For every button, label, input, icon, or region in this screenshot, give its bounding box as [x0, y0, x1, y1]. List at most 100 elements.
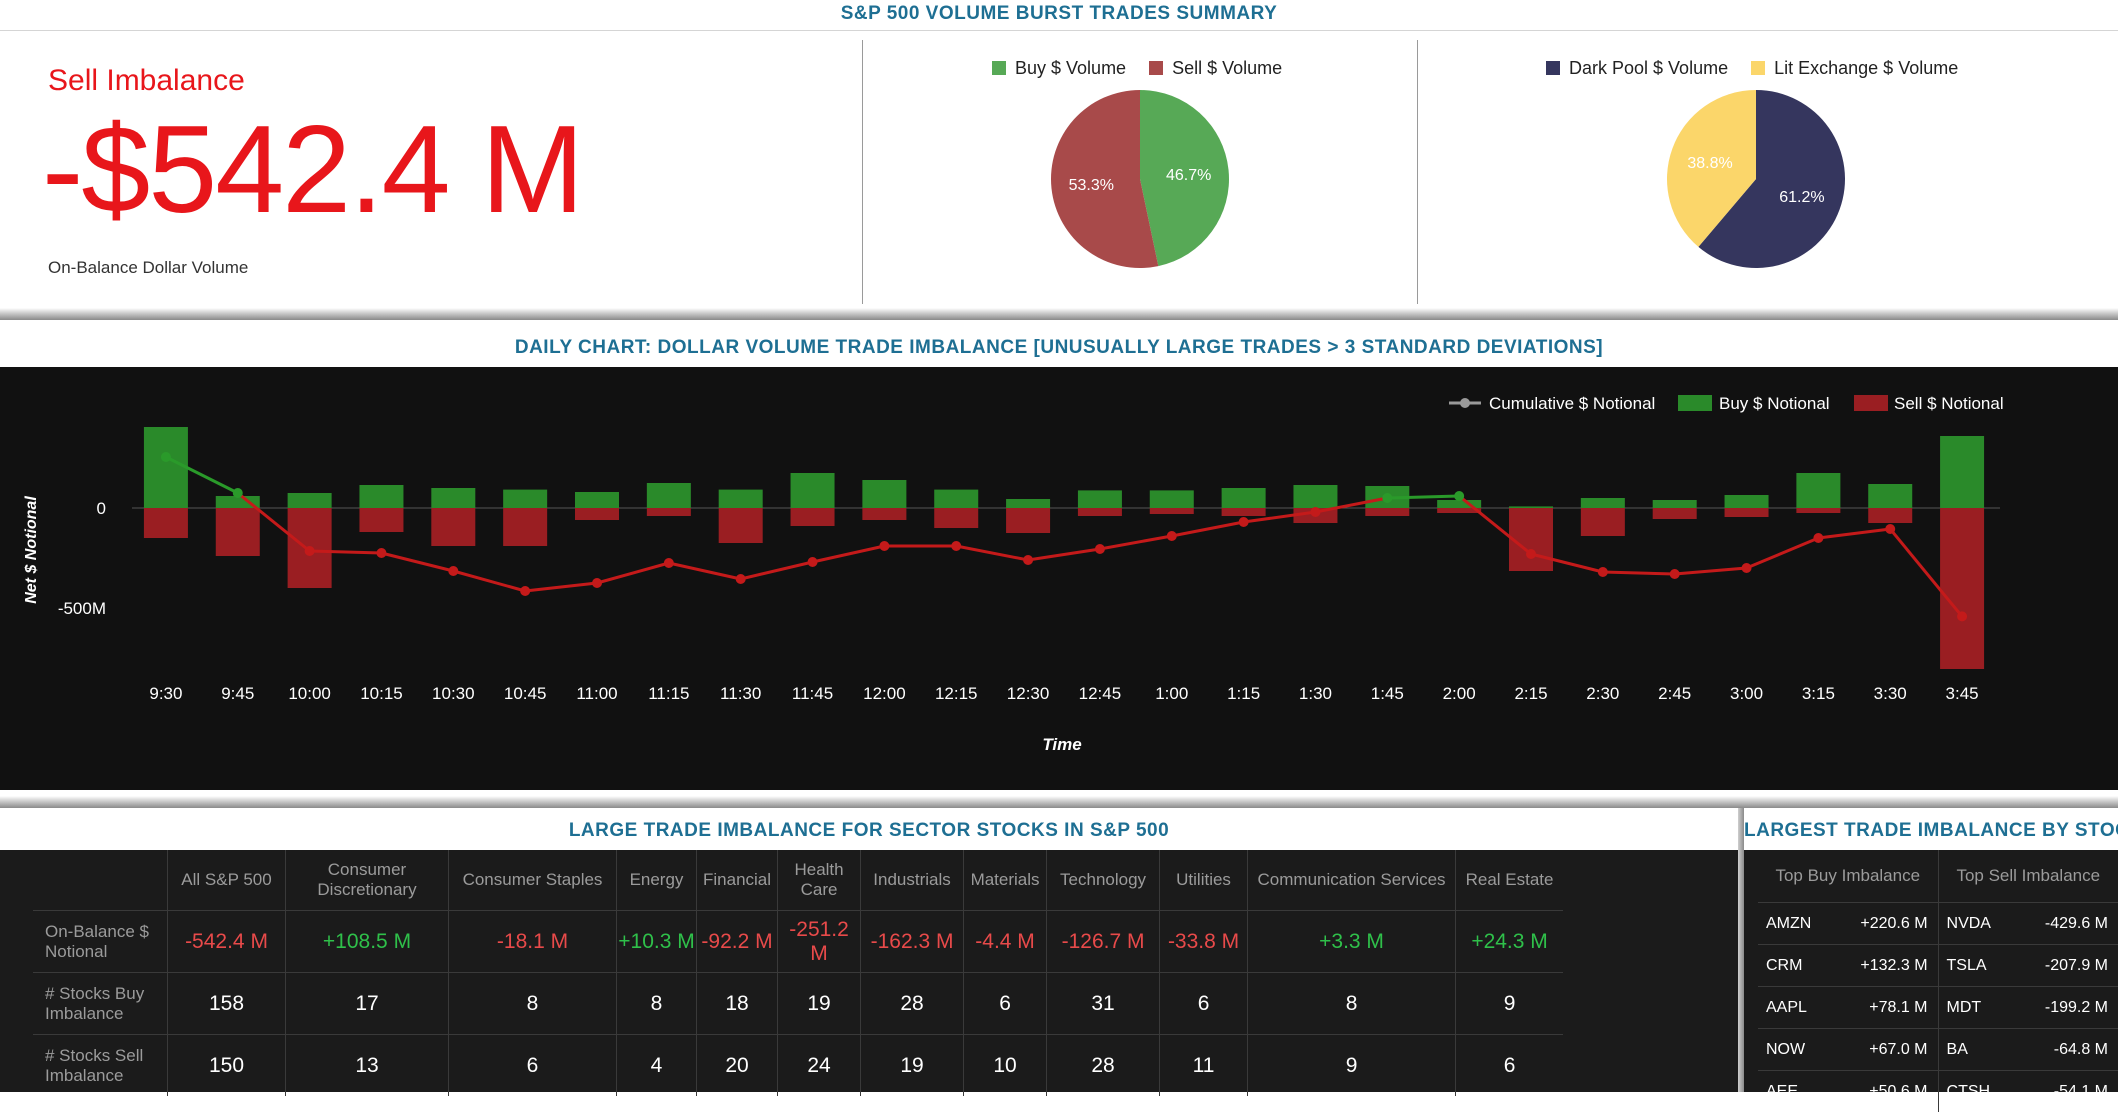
sell-bar[interactable] — [216, 508, 260, 556]
sell-bar[interactable] — [1222, 508, 1266, 516]
legend-item-dark-pool[interactable]: Dark Pool $ Volume — [1546, 58, 1728, 78]
cumulative-point[interactable] — [879, 541, 889, 551]
cumulative-point[interactable] — [1382, 493, 1392, 503]
sell-bar[interactable] — [503, 508, 547, 546]
sell-bar[interactable] — [1509, 508, 1553, 571]
imbalance-label: Sell Imbalance — [48, 64, 245, 98]
buy-bar[interactable] — [1509, 506, 1553, 508]
cumulative-point[interactable] — [1095, 544, 1105, 554]
buy-bar[interactable] — [1006, 499, 1050, 508]
buy-bar[interactable] — [144, 427, 188, 508]
legend-label: Sell $ Notional — [1894, 394, 2004, 413]
sell-bar[interactable] — [431, 508, 475, 546]
sell-bar[interactable] — [1078, 508, 1122, 516]
cumulative-line-segment — [381, 553, 453, 571]
table-cell: 8 — [449, 973, 617, 1035]
sell-bar[interactable] — [1940, 508, 1984, 669]
buy-value: +50.6 M — [1827, 1071, 1938, 1112]
cumulative-point[interactable] — [1454, 491, 1464, 501]
cumulative-point[interactable] — [1885, 524, 1895, 534]
buy-bar[interactable] — [288, 493, 332, 508]
buy-bar[interactable] — [431, 488, 475, 508]
cumulative-point[interactable] — [592, 578, 602, 588]
legend-item-sell[interactable]: Sell $ Volume — [1149, 58, 1282, 78]
sell-bar[interactable] — [647, 508, 691, 516]
table-cell: 6 — [449, 1035, 617, 1097]
cumulative-point[interactable] — [1310, 507, 1320, 517]
sell-bar[interactable] — [1150, 508, 1194, 514]
legend-item-cumulative[interactable]: Cumulative $ Notional — [1449, 394, 1655, 413]
sell-bar[interactable] — [1868, 508, 1912, 523]
sell-bar[interactable] — [1581, 508, 1625, 536]
cumulative-point[interactable] — [664, 558, 674, 568]
cumulative-point[interactable] — [736, 574, 746, 584]
legend-item-sell-notional[interactable]: Sell $ Notional — [1854, 394, 2004, 413]
cumulative-point[interactable] — [1742, 563, 1752, 573]
sell-bar[interactable] — [862, 508, 906, 520]
cumulative-point[interactable] — [1526, 549, 1536, 559]
cumulative-point[interactable] — [305, 546, 315, 556]
cumulative-point[interactable] — [1957, 611, 1967, 621]
x-tick-label: 2:45 — [1658, 684, 1691, 703]
buy-bar[interactable] — [1653, 500, 1697, 508]
sector-table-panel: All S&P 500 Consumer Discretionary Consu… — [0, 850, 1738, 1092]
title-divider — [0, 30, 2118, 31]
buy-bar[interactable] — [1222, 488, 1266, 508]
x-tick-label: 10:00 — [288, 684, 331, 703]
sell-bar[interactable] — [575, 508, 619, 520]
buy-bar[interactable] — [647, 483, 691, 508]
sell-value: -199.2 M — [2007, 987, 2118, 1029]
buy-bar[interactable] — [575, 492, 619, 508]
cumulative-point[interactable] — [808, 557, 818, 567]
legend-label: Sell $ Volume — [1172, 58, 1282, 78]
cumulative-point[interactable] — [951, 541, 961, 551]
sell-bar[interactable] — [791, 508, 835, 526]
cumulative-point[interactable] — [1813, 533, 1823, 543]
cumulative-point[interactable] — [233, 488, 243, 498]
buy-bar[interactable] — [1293, 485, 1337, 508]
buy-bar[interactable] — [503, 490, 547, 508]
table-cell: 11 — [1160, 1035, 1248, 1097]
buy-bar[interactable] — [1150, 490, 1194, 508]
cumulative-point[interactable] — [1167, 531, 1177, 541]
x-tick-label: 10:30 — [432, 684, 475, 703]
buy-bar[interactable] — [1078, 490, 1122, 508]
cumulative-point[interactable] — [161, 452, 171, 462]
buy-bar[interactable] — [359, 485, 403, 508]
buy-bar[interactable] — [1796, 473, 1840, 508]
cumulative-line-segment — [525, 583, 597, 591]
legend-label: Buy $ Notional — [1719, 394, 1830, 413]
buy-bar[interactable] — [1940, 436, 1984, 508]
legend-item-lit-exchange[interactable]: Lit Exchange $ Volume — [1751, 58, 1958, 78]
sell-bar[interactable] — [719, 508, 763, 543]
sell-bar[interactable] — [359, 508, 403, 532]
buy-bar[interactable] — [934, 490, 978, 508]
buy-bar[interactable] — [719, 490, 763, 508]
legend-item-buy[interactable]: Buy $ Volume — [992, 58, 1126, 78]
buy-bar[interactable] — [791, 473, 835, 508]
legend-item-buy-notional[interactable]: Buy $ Notional — [1678, 394, 1830, 413]
cumulative-point[interactable] — [520, 586, 530, 596]
sell-bar[interactable] — [1725, 508, 1769, 517]
sell-bar[interactable] — [1006, 508, 1050, 533]
sell-bar[interactable] — [934, 508, 978, 528]
legend-label: Lit Exchange $ Volume — [1774, 58, 1958, 78]
buy-bar[interactable] — [862, 480, 906, 508]
cumulative-point[interactable] — [1670, 569, 1680, 579]
buy-bar[interactable] — [1725, 495, 1769, 508]
sell-bar[interactable] — [144, 508, 188, 538]
buy-bar[interactable] — [1581, 498, 1625, 508]
imbalance-caption: On-Balance Dollar Volume — [48, 258, 248, 278]
sell-bar[interactable] — [1653, 508, 1697, 519]
cumulative-point[interactable] — [376, 548, 386, 558]
x-tick-label: 12:15 — [935, 684, 978, 703]
row-header: On-Balance $ Notional — [33, 911, 168, 973]
cumulative-point[interactable] — [1023, 555, 1033, 565]
cumulative-point[interactable] — [448, 566, 458, 576]
sell-bar[interactable] — [1365, 508, 1409, 516]
cumulative-point[interactable] — [1598, 567, 1608, 577]
buy-bar[interactable] — [1868, 484, 1912, 508]
row-header: # Stocks Buy Imbalance — [33, 973, 168, 1035]
cumulative-point[interactable] — [1239, 517, 1249, 527]
sell-bar[interactable] — [1796, 508, 1840, 513]
